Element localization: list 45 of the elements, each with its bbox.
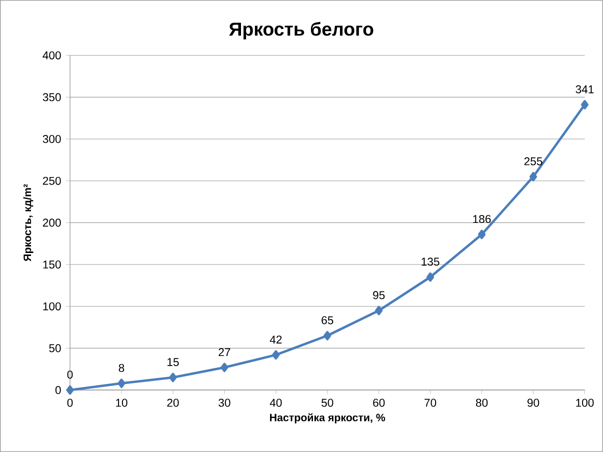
x-tick-label: 70	[424, 398, 436, 407]
point	[375, 306, 383, 316]
data-label: 42	[270, 336, 282, 344]
y-tick-label: 50	[49, 344, 61, 352]
data-label: 27	[218, 348, 230, 356]
point	[118, 378, 126, 388]
point	[478, 230, 486, 240]
point	[66, 385, 74, 395]
x-tick-label: 80	[476, 398, 488, 407]
y-tick-label: 350	[42, 93, 61, 102]
data-label: 135	[422, 258, 440, 266]
x-axis-title: Настройка яркости, %	[270, 413, 386, 424]
x-tick-label: 50	[322, 398, 334, 407]
x-tick-label: 100	[576, 398, 594, 407]
data-label: 95	[373, 291, 385, 300]
y-tick-label: 100	[43, 302, 61, 310]
x-tick-label: 0	[67, 398, 73, 407]
data-label: 0	[67, 370, 73, 379]
data-label: 341	[576, 85, 594, 94]
point	[580, 100, 589, 110]
y-tick-label: 250	[42, 176, 61, 185]
x-tick-label: 90	[527, 398, 540, 407]
data-label: 186	[473, 214, 491, 223]
y-tick-label: 150	[43, 260, 61, 269]
x-tick-label: 30	[218, 398, 230, 407]
y-axis-title: Яркость, кд/m²	[23, 184, 34, 262]
y-tick-label: 200	[42, 218, 61, 227]
point	[426, 272, 434, 282]
x-tick-label: 40	[270, 398, 282, 407]
point	[220, 362, 228, 372]
chart-title: Яркость белого	[229, 22, 374, 40]
x-tick-label: 20	[167, 398, 179, 407]
data-label: 8	[118, 364, 124, 372]
y-tick-label: 400	[42, 51, 61, 60]
data-label: 65	[322, 316, 334, 324]
data-label: 255	[524, 157, 542, 166]
point	[529, 172, 538, 182]
x-tick-label: 10	[116, 398, 128, 407]
y-tick-label: 0	[55, 386, 61, 394]
point	[324, 330, 332, 340]
y-tick-label: 300	[42, 134, 61, 143]
point	[272, 350, 280, 360]
point	[169, 372, 177, 382]
x-tick-label: 60	[373, 398, 385, 407]
data-label: 15	[168, 358, 179, 366]
